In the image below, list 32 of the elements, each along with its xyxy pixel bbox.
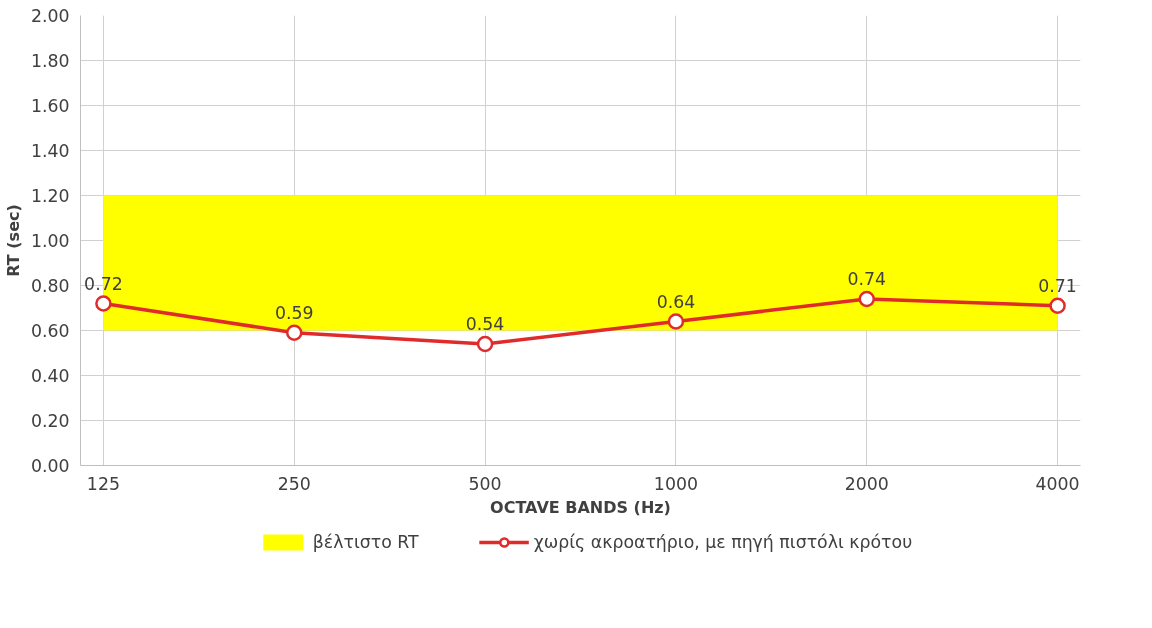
data-label: 0.59 — [274, 302, 314, 323]
x-tick-label: 4000 — [1035, 473, 1080, 494]
point — [285, 324, 303, 341]
point — [1049, 297, 1066, 314]
point — [476, 335, 494, 353]
x-tick-label: 1000 — [653, 473, 698, 494]
legend-label: χωρίς ακροατήριο, με πηγή πιστόλι κρότου — [533, 531, 913, 552]
data-label: 0.64 — [656, 291, 696, 312]
data-label: 0.74 — [847, 269, 887, 289]
x-tick-label: 500 — [468, 473, 502, 494]
point — [858, 290, 876, 308]
y-tick-label: 1.20 — [30, 186, 70, 206]
point — [95, 295, 112, 312]
x-tick-label: 250 — [277, 473, 311, 494]
y-axis-title: RT (sec) — [3, 204, 23, 277]
y-tick-label: 1.80 — [30, 51, 70, 71]
data-label: 0.54 — [465, 314, 505, 334]
y-tick-label: 1.40 — [30, 141, 70, 161]
y-tick-label: 0.80 — [30, 276, 70, 296]
y-tick-label: 1.00 — [30, 231, 70, 251]
y-tick-label: 0.40 — [30, 366, 70, 386]
y-tick-label: 0.20 — [30, 411, 70, 431]
legend-label: βέλτιστο RT — [312, 531, 419, 552]
point — [667, 313, 685, 330]
y-tick-label: 2.00 — [30, 6, 70, 26]
data-label: 0.72 — [84, 273, 123, 294]
x-axis-title: OCTAVE BANDS (Hz) — [490, 497, 671, 517]
y-tick-label: 0.00 — [30, 456, 70, 476]
y-tick-label: 0.60 — [30, 321, 70, 341]
x-tick-label: 125 — [86, 473, 120, 494]
y-tick-label: 1.60 — [30, 96, 70, 116]
x-tick-label: 2000 — [844, 473, 889, 494]
